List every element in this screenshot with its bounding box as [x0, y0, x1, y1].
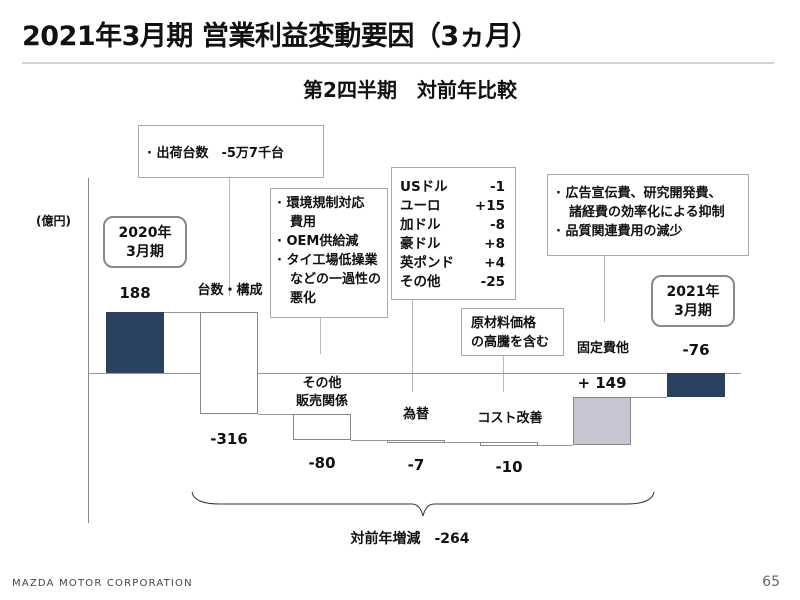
end-period-box: 2021年 3月期: [651, 275, 735, 327]
connector: [445, 442, 480, 443]
fx-currency: 英ポンド: [400, 255, 454, 271]
zero-baseline: [88, 373, 741, 374]
note-fx-breakdown: USドル -1 ユーロ +15 加ドル -8 豪ドル +8 英ポンド +4 その他 -25: [391, 167, 516, 300]
bar-cost-improvement: [480, 442, 538, 446]
total-brace-icon: [191, 491, 655, 517]
category-other-sales: その他 販売関係: [282, 375, 362, 411]
fx-value: -25: [480, 274, 505, 290]
bar-fx: [387, 440, 445, 443]
category-fx: 為替: [402, 407, 429, 422]
bar-other-sales: [293, 414, 351, 440]
note-line: · OEM供給減: [277, 234, 359, 249]
connector: [351, 440, 387, 441]
value-fx: -7: [407, 456, 425, 474]
chart-subtitle: 第2四半期 対前年比較: [303, 78, 517, 102]
bar-2020-q2: [106, 312, 164, 373]
note-line: 諸経費の効率化による抑制: [556, 205, 725, 220]
value-2020: 188: [119, 284, 151, 302]
fx-value: -1: [490, 179, 505, 195]
fx-row-other: その他 -25: [400, 273, 505, 292]
start-period-month: 3月期: [126, 244, 164, 260]
leader-line-fixed: [604, 256, 605, 322]
leader-line-other-sales: [320, 318, 321, 354]
start-period-year: 2020年: [118, 225, 172, 241]
fx-row-gbp: 英ポンド +4: [400, 254, 505, 273]
bar-volume-mix: [200, 312, 258, 414]
company-footer: MAZDA MOTOR CORPORATION: [12, 578, 193, 589]
fx-currency: 豪ドル: [400, 236, 441, 252]
note-line: 費用: [277, 215, 317, 230]
leader-line-volume: [229, 178, 230, 296]
value-2021: -76: [682, 341, 710, 359]
note-line: · 環境規制対応: [277, 196, 365, 211]
category-volume: 台数・構成: [197, 283, 263, 298]
leader-line-cost: [503, 356, 504, 392]
value-volume: -316: [210, 430, 248, 448]
total-change-label: 対前年増減 -264: [350, 531, 470, 547]
bar-2021-q2: [667, 373, 725, 397]
note-line: · 広告宣伝費、研究開発費、: [556, 186, 722, 201]
y-axis: [88, 178, 89, 523]
note-volume-text: · 出荷台数 -5万7千台: [147, 146, 284, 161]
note-line: の高騰を含む: [471, 335, 550, 350]
value-fixed-cost: + 149: [577, 374, 627, 392]
note-line: などの一過性の: [277, 272, 382, 287]
note-cost: 原材料価格 の高騰を含む: [461, 308, 564, 356]
note-fixed-cost: · 広告宣伝費、研究開発費、 諸経費の効率化による抑制 · 品質関連費用の減少: [547, 174, 749, 256]
fx-row-cad: 加ドル -8: [400, 216, 505, 235]
category-line: 販売関係: [295, 394, 348, 409]
end-period-year: 2021年: [666, 284, 720, 300]
connector: [258, 414, 293, 415]
note-volume: · 出荷台数 -5万7千台: [138, 125, 324, 178]
fx-value: +15: [474, 198, 505, 214]
page-title: 2021年3月期 営業利益変動要因（3ヵ月）: [22, 21, 539, 52]
note-line: 悪化: [277, 291, 317, 306]
value-other-sales: -80: [308, 454, 336, 472]
fx-value: +8: [484, 236, 505, 252]
fx-row-aud: 豪ドル +8: [400, 235, 505, 254]
fx-row-eur: ユーロ +15: [400, 197, 505, 216]
connector: [538, 445, 573, 446]
connector: [631, 397, 667, 398]
end-period-month: 3月期: [674, 303, 712, 319]
leader-line-fx: [412, 300, 413, 392]
fx-currency: USドル: [400, 179, 448, 195]
note-line: 原材料価格: [471, 316, 537, 331]
fx-currency: その他: [400, 274, 441, 290]
category-fixed-cost: 固定費他: [576, 341, 629, 356]
note-line: · 品質関連費用の減少: [556, 224, 683, 239]
start-period-box: 2020年 3月期: [103, 216, 187, 268]
connector: [164, 312, 200, 313]
note-other-sales: · 環境規制対応 費用 · OEM供給減 · タイ工場低操業 などの一過性の 悪…: [270, 188, 388, 318]
unit-label: (億円): [36, 214, 71, 228]
fx-currency: 加ドル: [400, 217, 441, 233]
category-cost: コスト改善: [477, 411, 543, 426]
category-line: その他: [302, 376, 342, 391]
page-number: 65: [762, 574, 780, 590]
note-line: · タイ工場低操業: [277, 253, 378, 268]
fx-currency: ユーロ: [400, 198, 441, 214]
title-divider: [22, 62, 774, 64]
fx-value: +4: [484, 255, 505, 271]
fx-value: -8: [490, 217, 505, 233]
fx-row-usd: USドル -1: [400, 178, 505, 197]
value-cost: -10: [495, 458, 523, 476]
bar-fixed-cost: [573, 397, 631, 445]
